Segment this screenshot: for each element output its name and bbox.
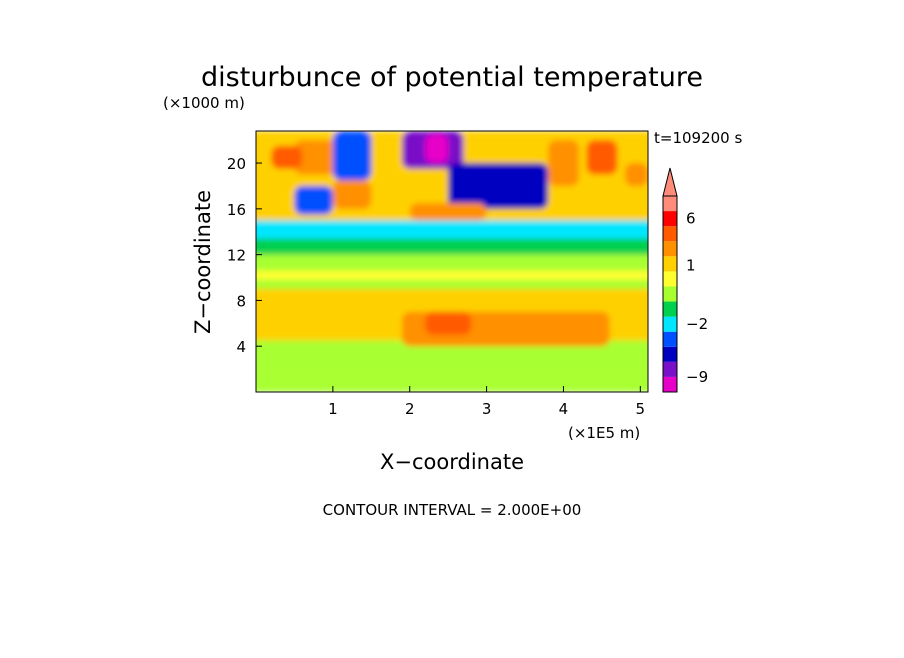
colorbar-label: −9 [686,368,708,386]
x-tick-label: 3 [482,400,492,418]
x-scale-label: (×1E5 m) [568,424,640,442]
field-region-9 [256,238,648,255]
x-tick-label: 4 [559,400,569,418]
colorbar-band [663,271,677,287]
colorbar-band [663,346,677,362]
field-region-13 [271,145,303,169]
colorbar [662,167,678,393]
field-region-23 [409,203,487,221]
field-region-10 [256,220,648,239]
field-region-21 [586,140,618,175]
y-tick-label: 20 [227,155,246,173]
colorbar-band [663,256,677,272]
x-tick-label: 5 [636,400,646,418]
field-region-2 [256,340,648,375]
field-region-18 [425,134,449,164]
y-axis-ticks: 4 8 12 16 20 [227,155,262,356]
colorbar-label: −2 [686,315,708,333]
x-axis-ticks: 1 2 3 4 5 [328,386,645,418]
field-region-1 [256,374,648,392]
colorbar-band [663,196,677,212]
plot-frame [255,130,649,393]
field-region-22 [624,163,648,186]
colorbar-label: 1 [686,257,696,275]
chart-title: disturbunce of potential temperature [201,62,703,93]
colorbar-band [663,361,677,377]
field-region-16 [332,131,372,181]
y-tick-label: 12 [227,247,246,265]
y-tick-label: 4 [236,338,246,356]
time-label: t=109200 s [654,129,742,147]
x-tick-label: 1 [328,400,338,418]
colorbar-band [663,226,677,242]
y-tick-label: 8 [236,292,246,310]
field-region-14 [332,180,372,209]
contour-interval-note: CONTOUR INTERVAL = 2.000E+00 [323,501,582,519]
x-tick-label: 2 [405,400,415,418]
colorbar-band [663,211,677,227]
x-axis-label: X−coordinate [380,450,524,474]
colorbar-band [663,376,677,392]
y-tick-label: 16 [227,201,246,219]
colorbar-label: 6 [686,210,696,228]
field-region-19 [448,163,549,209]
colorbar-band [663,286,677,302]
field-region-15 [294,185,333,215]
colorbar-band [663,316,677,332]
colorbar-max-arrow [662,167,678,197]
colorbar-labels: 6 1 −2 −9 [686,210,708,386]
z-scale-label: (×1000 m) [163,94,245,112]
field-region-6 [425,311,472,335]
colorbar-frame [662,195,678,393]
colorbar-band [663,331,677,347]
y-axis-label: Z−coordinate [191,190,215,334]
colorbar-band [663,301,677,317]
field-region-20 [548,140,579,186]
contour-field [256,131,648,392]
colorbar-band [663,241,677,257]
field-region-8 [256,270,648,280]
